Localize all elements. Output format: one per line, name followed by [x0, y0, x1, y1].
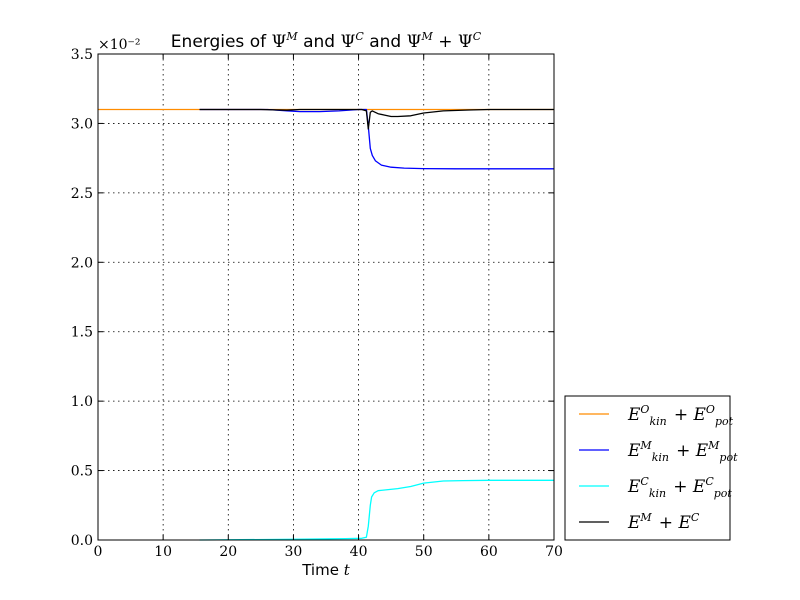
x-tick-label: 70: [545, 544, 563, 560]
y-axis-multiplier: ×10⁻²: [98, 37, 141, 53]
legend-label: ECkin + ECpot: [627, 475, 734, 500]
y-tick-label: 0.0: [71, 533, 93, 549]
legend-label: EOkin + EOpot: [627, 403, 735, 428]
chart-title: Energies of ΨM and ΨC and ΨM + ΨC: [171, 30, 482, 52]
series-line-3: [199, 108, 554, 130]
y-tick-label: 2.5: [71, 186, 93, 202]
title-part-1: Energies of: [171, 32, 272, 52]
plot-area-frame: [97, 53, 555, 541]
y-tick-label: 0.5: [71, 464, 93, 480]
x-tick-label: 40: [350, 544, 368, 560]
y-tick-label: 3.0: [71, 116, 93, 132]
legend-label: EM + EC: [627, 511, 701, 533]
legend-box: [564, 395, 731, 541]
y-tick-label: 1.5: [71, 325, 93, 341]
title-psi-m: Ψ: [272, 32, 287, 52]
y-tick-label: 1.0: [71, 394, 93, 410]
x-tick-label: 20: [219, 544, 237, 560]
y-tick-label: 3.5: [71, 47, 93, 63]
x-axis-label: Time t: [301, 561, 350, 579]
series-lines: [98, 108, 554, 541]
grid-lines: [98, 54, 554, 540]
x-tick-label: 0: [94, 544, 103, 560]
legend: EOkin + EOpot EMkin + EMpot ECkin + ECpo…: [564, 395, 739, 541]
legend-label: EMkin + EMpot: [627, 439, 739, 464]
x-tick-label: 10: [154, 544, 172, 560]
series-line-1: [199, 108, 554, 170]
x-tick-label: 50: [415, 544, 433, 560]
x-tick-label: 30: [285, 544, 303, 560]
series-line-2: [199, 479, 554, 541]
axis-ticks: 0 10 20 30 40 50 60 70 0.0 0.5 1.0 1.5 2.0 2.5 3.0 3.5: [71, 47, 563, 560]
x-tick-label: 60: [480, 544, 498, 560]
y-tick-label: 2.0: [71, 255, 93, 271]
x-axis-label-text: Time: [301, 561, 343, 579]
